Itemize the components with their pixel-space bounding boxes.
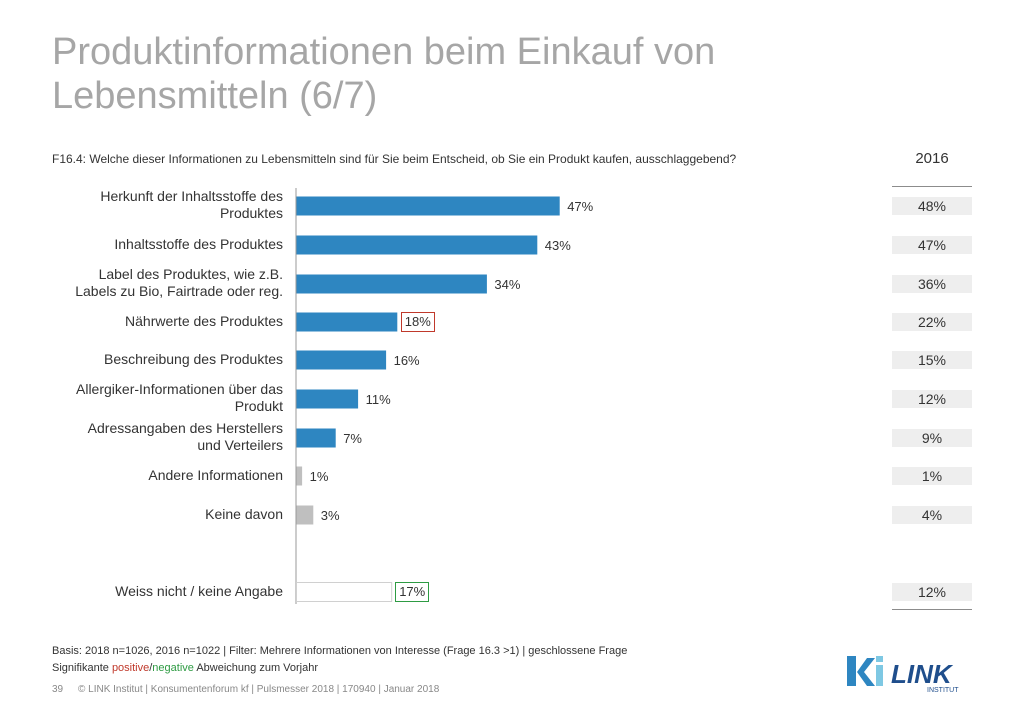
category-label: Label des Produktes, wie z.B. Labels zu B… xyxy=(43,266,283,300)
category-label: Allergiker-Informationen über das Produkt xyxy=(43,381,283,415)
category-label-line: und Verteilers xyxy=(197,437,283,453)
comparison-bottom-rule xyxy=(892,609,972,610)
value-label: 43% xyxy=(544,238,571,253)
bar xyxy=(296,196,560,216)
category-label-line: Produkt xyxy=(234,398,283,414)
category-label-line: Beschreibung des Produktes xyxy=(104,350,283,367)
category-label: Beschreibung des Produktes xyxy=(43,351,283,368)
category-label: Inhaltsstoffe des Produktes xyxy=(43,236,283,253)
page-title: Produktinformationen beim Einkauf von Le… xyxy=(52,31,716,117)
bar xyxy=(296,389,359,409)
bar xyxy=(296,505,314,525)
category-label: Adressangaben des Herstellers und Verteil… xyxy=(43,420,283,454)
category-label-line: Adressangaben des Herstellers xyxy=(87,420,283,436)
category-label: Herkunft der Inhaltsstoffe des Produktes xyxy=(43,188,283,222)
category-label: Andere Informationen xyxy=(43,467,283,484)
footer-basis: Basis: 2018 n=1026, 2016 n=1022 | Filter… xyxy=(52,645,628,657)
bar xyxy=(296,428,336,448)
comparison-value-2016: 12% xyxy=(892,390,972,408)
category-label-line: Label des Produktes, wie z.B. xyxy=(98,266,283,282)
comparison-value-2016: 22% xyxy=(892,313,972,331)
category-label-line: Allergiker-Informationen über das xyxy=(76,381,283,397)
bar xyxy=(296,312,398,332)
category-label-line: Andere Informationen xyxy=(148,466,283,483)
category-label-line: Weiss nicht / keine Angabe xyxy=(115,582,283,599)
value-label: 34% xyxy=(494,277,521,292)
category-label: Keine davon xyxy=(43,506,283,523)
comparison-value-2016: 1% xyxy=(892,467,972,485)
logo-k-arm xyxy=(857,658,875,686)
footer-significance: Signifikante positive/negative Abweichun… xyxy=(52,662,318,674)
comparison-value-2016: 12% xyxy=(892,583,972,601)
value-label: 7% xyxy=(343,431,362,446)
comparison-value-2016: 36% xyxy=(892,275,972,293)
bar xyxy=(296,466,303,486)
value-label: 18% xyxy=(400,312,435,332)
page-number: 39 xyxy=(52,684,64,695)
survey-question: F16.4: Welche dieser Informationen zu Le… xyxy=(52,152,737,166)
logo-institut-text: INSTITUT xyxy=(927,687,959,694)
link-institut-logo: LINK INSTITUT xyxy=(847,656,959,694)
significance-positive: positive xyxy=(111,662,150,674)
bar xyxy=(296,235,538,255)
bar xyxy=(296,274,487,294)
significance-prefix: Signifikante xyxy=(52,662,112,674)
category-label: Weiss nicht / keine Angabe xyxy=(43,583,283,600)
logo-i-dot xyxy=(876,656,883,662)
significance-separator: / xyxy=(149,662,153,674)
copyright: © LINK Institut | Konsumentenforum kf | … xyxy=(78,684,440,695)
value-label: 16% xyxy=(393,353,420,368)
value-label: 3% xyxy=(320,508,340,523)
comparison-year-header: 2016 xyxy=(915,150,949,167)
logo-link-text: LINK xyxy=(891,659,954,689)
comparison-value-2016: 48% xyxy=(892,197,972,215)
comparison-value-2016: 47% xyxy=(892,236,972,254)
comparison-value-2016: 9% xyxy=(892,429,972,447)
category-label: Nährwerte des Produktes xyxy=(43,313,283,330)
significance-negative: negative xyxy=(152,662,194,674)
bar xyxy=(296,350,387,370)
bar xyxy=(296,582,393,602)
category-label-line: Nährwerte des Produktes xyxy=(125,312,283,329)
category-label-line: Labels zu Bio, Fairtrade oder reg. xyxy=(75,283,283,299)
logo-k-bar xyxy=(847,656,856,686)
logo-i-bar xyxy=(876,665,883,686)
comparison-value-2016: 15% xyxy=(892,351,972,369)
category-label-line: Keine davon xyxy=(205,505,283,522)
comparison-value-2016: 4% xyxy=(892,506,972,524)
category-label-line: Herkunft der Inhaltsstoffe des xyxy=(100,188,283,204)
value-label: 47% xyxy=(567,199,594,214)
value-label: 1% xyxy=(309,469,329,484)
comparison-header-rule xyxy=(892,186,972,187)
category-label-line: Inhaltsstoffe des Produktes xyxy=(114,235,283,252)
value-label: 11% xyxy=(365,392,391,407)
value-label: 17% xyxy=(395,582,430,602)
significance-suffix: Abweichung zum Vorjahr xyxy=(193,662,319,674)
category-label-line: Produktes xyxy=(219,205,283,221)
